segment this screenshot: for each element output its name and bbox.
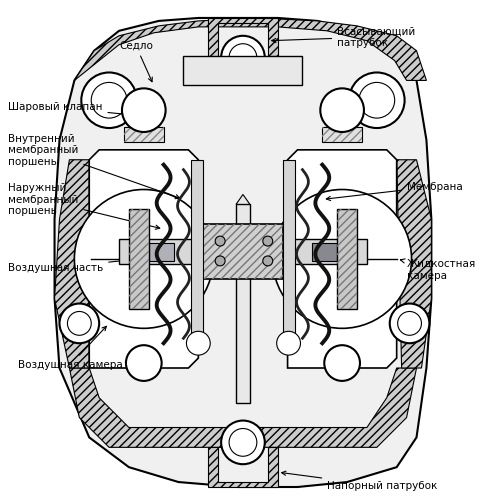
- Text: Шаровый клапан: Шаровый клапан: [8, 102, 130, 116]
- Circle shape: [390, 303, 429, 343]
- Polygon shape: [55, 18, 431, 487]
- Bar: [129, 210, 149, 308]
- Bar: [124, 127, 164, 142]
- Bar: [313, 243, 337, 261]
- Bar: [203, 224, 282, 279]
- Circle shape: [68, 311, 91, 335]
- Bar: [282, 160, 294, 343]
- Circle shape: [277, 331, 300, 355]
- Circle shape: [359, 82, 395, 118]
- Circle shape: [263, 256, 273, 266]
- Polygon shape: [287, 150, 397, 368]
- Bar: [119, 239, 203, 264]
- Circle shape: [398, 311, 422, 335]
- Circle shape: [221, 36, 265, 79]
- Text: Седло: Седло: [119, 41, 153, 82]
- Polygon shape: [208, 18, 278, 55]
- Bar: [203, 224, 282, 279]
- Circle shape: [215, 256, 225, 266]
- Bar: [322, 127, 362, 142]
- Circle shape: [91, 82, 127, 118]
- Text: Воздушная часть: Воздушная часть: [8, 257, 135, 273]
- Circle shape: [320, 88, 364, 132]
- Polygon shape: [208, 447, 278, 487]
- Text: Мембрана: Мембрана: [326, 182, 462, 201]
- Text: Внутренний
мембранный
поршень: Внутренний мембранный поршень: [8, 134, 179, 199]
- Bar: [191, 160, 203, 343]
- Text: Всасывающий
патрубок: Всасывающий патрубок: [272, 26, 416, 48]
- Bar: [337, 210, 357, 308]
- Bar: [337, 210, 357, 308]
- Polygon shape: [55, 160, 89, 368]
- Polygon shape: [74, 19, 426, 80]
- Bar: [129, 210, 149, 308]
- Circle shape: [81, 72, 137, 128]
- Circle shape: [221, 421, 265, 464]
- Circle shape: [273, 190, 412, 328]
- Bar: [124, 127, 164, 142]
- Bar: [149, 243, 174, 261]
- Circle shape: [229, 429, 257, 456]
- Polygon shape: [70, 368, 417, 447]
- Polygon shape: [89, 150, 198, 368]
- Text: Жидкостная
камера: Жидкостная камера: [400, 259, 476, 281]
- Bar: [183, 55, 303, 85]
- Text: Наружный
мембранный
поршень: Наружный мембранный поршень: [8, 183, 160, 229]
- Bar: [322, 127, 362, 142]
- Circle shape: [263, 236, 273, 246]
- Circle shape: [126, 345, 162, 381]
- Circle shape: [60, 303, 99, 343]
- Polygon shape: [397, 160, 431, 368]
- Circle shape: [229, 44, 257, 71]
- Circle shape: [215, 236, 225, 246]
- Bar: [236, 205, 250, 403]
- Circle shape: [186, 331, 210, 355]
- Circle shape: [74, 190, 213, 328]
- Polygon shape: [236, 195, 250, 205]
- Circle shape: [122, 88, 166, 132]
- Bar: [282, 239, 367, 264]
- Text: Воздушная камера: Воздушная камера: [18, 326, 123, 370]
- Circle shape: [324, 345, 360, 381]
- Circle shape: [349, 72, 405, 128]
- Text: Напорный патрубок: Напорный патрубок: [282, 471, 438, 491]
